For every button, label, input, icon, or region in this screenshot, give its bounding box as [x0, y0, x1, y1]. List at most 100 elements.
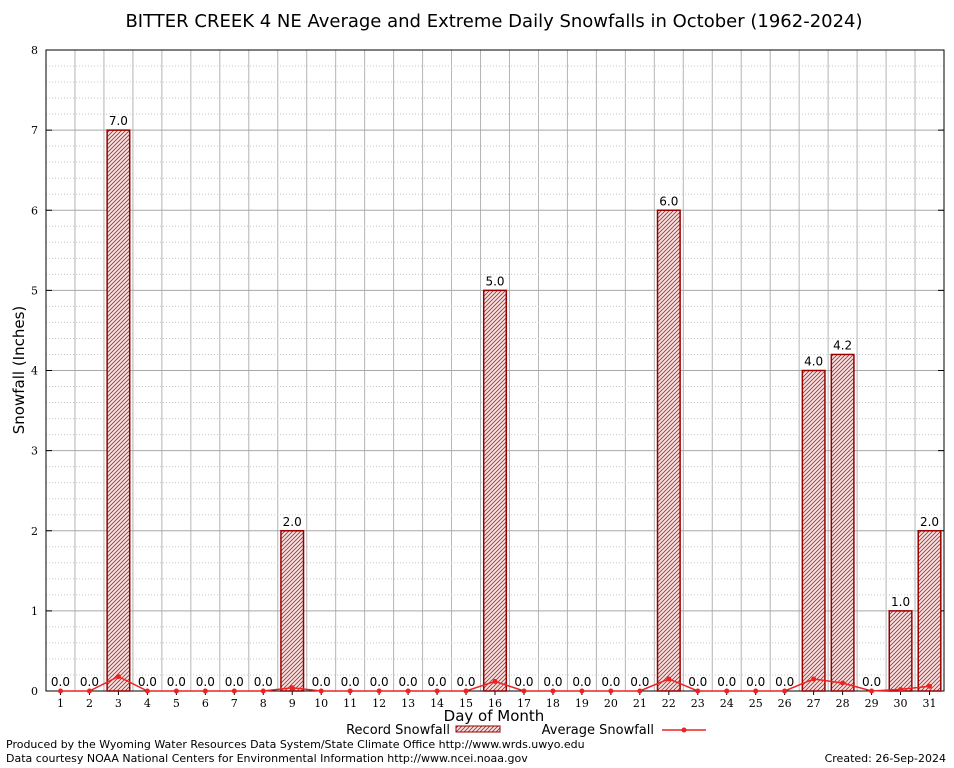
x-tick-label: 13: [401, 697, 415, 710]
bar-value-label: 0.0: [456, 675, 475, 689]
legend-record-swatch: [455, 725, 501, 733]
average-point: [115, 674, 121, 680]
average-point: [463, 688, 469, 694]
chart-title: BITTER CREEK 4 NE Average and Extreme Da…: [125, 11, 862, 32]
average-point: [608, 688, 614, 694]
average-point: [898, 686, 904, 692]
bar-value-label: 0.0: [775, 675, 794, 689]
footer-produced-by: Produced by the Wyoming Water Resources …: [6, 738, 585, 751]
bar-value-label: 7.0: [109, 114, 128, 128]
bar-value-label: 0.0: [167, 675, 186, 689]
bar-value-label: 0.0: [514, 675, 533, 689]
bar-value-label: 4.2: [833, 338, 852, 352]
average-point: [666, 676, 672, 682]
bar-value-label: 0.0: [717, 675, 736, 689]
x-tick-label: 18: [546, 697, 560, 710]
legend: Record Snowfall Average Snowfall: [346, 723, 706, 738]
x-tick-label: 9: [289, 697, 296, 710]
average-point: [811, 676, 817, 682]
y-tick-label: 4: [31, 365, 38, 378]
bar-value-label: 2.0: [283, 515, 302, 529]
bar-value-labels: 0.0 0.0 7.0 0.0 0.0 0.0 0.0 0.0 2.0 0.0 0.0 0.0 0.0 0…: [51, 114, 939, 689]
average-point: [86, 688, 92, 694]
average-point: [347, 688, 353, 694]
average-point: [144, 688, 150, 694]
x-tick-label: 11: [343, 697, 357, 710]
average-line: [57, 674, 933, 694]
average-point: [869, 688, 875, 694]
bar-value-label: 0.0: [341, 675, 360, 689]
x-tick-label: 23: [691, 697, 705, 710]
y-tick-label: 1: [31, 605, 38, 618]
x-tick-label: 14: [430, 697, 444, 710]
x-tick-label: 21: [633, 697, 647, 710]
average-point: [57, 688, 63, 694]
x-axis-label: Day of Month: [444, 707, 545, 725]
bar-value-label: 0.0: [370, 675, 389, 689]
bar-value-label: 0.0: [862, 675, 881, 689]
x-tick-label: 20: [604, 697, 618, 710]
average-point: [376, 688, 382, 694]
y-tick-label: 0: [31, 685, 38, 698]
x-tick-label: 5: [173, 697, 180, 710]
x-tick-label: 3: [115, 697, 122, 710]
bar-value-label: 0.0: [688, 675, 707, 689]
x-axis-ticks: 1 2 3 4 5 6 7 8 9 10 11 12 13 14 15 16 17 18 19 20 21 22 23 24 2…: [57, 691, 937, 710]
record-bar: [482, 289, 508, 692]
bar-value-label: 0.0: [543, 675, 562, 689]
x-tick-label: 2: [86, 697, 93, 710]
record-bar: [888, 610, 913, 692]
average-point: [782, 688, 788, 694]
average-point: [318, 688, 324, 694]
x-tick-label: 10: [314, 697, 328, 710]
average-point: [173, 688, 179, 694]
x-tick-label: 16: [488, 697, 502, 710]
y-tick-label: 6: [31, 204, 38, 217]
x-tick-label: 17: [517, 697, 531, 710]
bar-value-label: 0.0: [196, 675, 215, 689]
legend-average-marker: [681, 727, 687, 733]
bar-value-label: 0.0: [399, 675, 418, 689]
record-bar: [106, 129, 131, 692]
bar-value-label: 0.0: [746, 675, 765, 689]
bar-value-label: 5.0: [485, 274, 504, 288]
average-point: [521, 688, 527, 694]
average-point: [695, 688, 701, 694]
x-tick-label: 4: [144, 697, 151, 710]
record-bar: [830, 353, 855, 692]
x-tick-label: 26: [778, 697, 792, 710]
y-tick-label: 2: [31, 525, 38, 538]
record-bar: [656, 209, 681, 692]
x-tick-label: 15: [459, 697, 473, 710]
bar-value-label: 1.0: [891, 595, 910, 609]
average-point: [550, 688, 556, 694]
average-point: [840, 680, 846, 686]
x-tick-label: 25: [749, 697, 763, 710]
y-tick-label: 5: [31, 284, 38, 297]
y-axis-label: Snowfall (Inches): [10, 306, 28, 434]
average-point: [492, 678, 498, 684]
y-tick-label: 8: [31, 44, 38, 57]
average-point: [202, 688, 208, 694]
x-tick-label: 22: [662, 697, 676, 710]
x-tick-label: 28: [836, 697, 850, 710]
footer-data-courtesy: Data courtesy NOAA National Centers for …: [6, 752, 528, 765]
x-tick-label: 19: [575, 697, 589, 710]
y-tick-label: 7: [31, 124, 38, 137]
average-point: [724, 688, 730, 694]
x-tick-label: 27: [807, 697, 821, 710]
average-point: [289, 685, 295, 691]
bar-value-label: 2.0: [920, 515, 939, 529]
average-point: [231, 688, 237, 694]
footer-created: Created: 26-Sep-2024: [825, 752, 946, 765]
bar-value-label: 0.0: [630, 675, 649, 689]
bar-value-label: 0.0: [225, 675, 244, 689]
bar-value-label: 0.0: [572, 675, 591, 689]
bar-value-label: 0.0: [312, 675, 331, 689]
y-tick-label: 3: [31, 445, 38, 458]
bar-value-label: 4.0: [804, 355, 823, 369]
bar-value-label: 6.0: [659, 194, 678, 208]
bar-value-label: 0.0: [138, 675, 157, 689]
record-bar: [917, 530, 942, 692]
x-tick-label: 8: [260, 697, 267, 710]
